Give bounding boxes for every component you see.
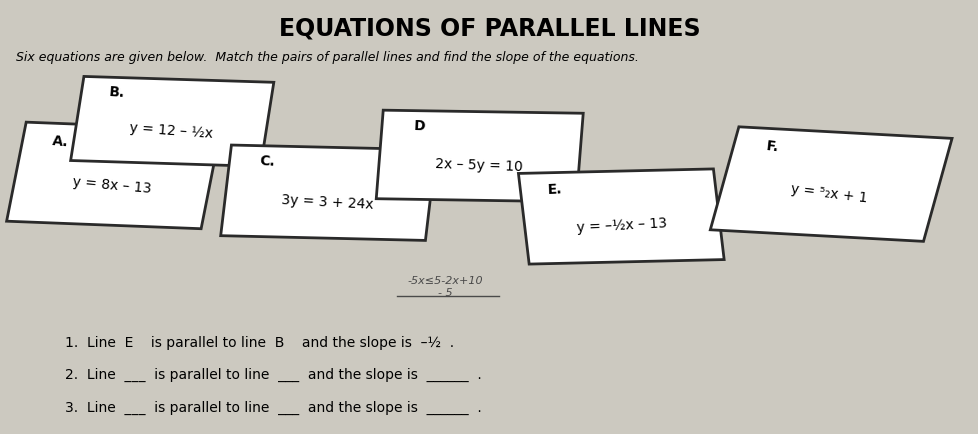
- Text: F.: F.: [765, 138, 778, 154]
- Polygon shape: [376, 111, 583, 202]
- Text: C.: C.: [258, 154, 275, 169]
- Text: 2.  Line  ___  is parallel to line  ___  and the slope is  ______  .: 2. Line ___ is parallel to line ___ and …: [65, 367, 481, 381]
- Text: -5x≤5-2x+10: -5x≤5-2x+10: [408, 276, 483, 286]
- Text: EQUATIONS OF PARALLEL LINES: EQUATIONS OF PARALLEL LINES: [279, 16, 699, 40]
- Text: y = ⁵₂x + 1: y = ⁵₂x + 1: [789, 181, 867, 205]
- Text: Six equations are given below.  Match the pairs of parallel lines and find the s: Six equations are given below. Match the…: [16, 51, 639, 64]
- Polygon shape: [710, 128, 951, 242]
- Polygon shape: [220, 146, 436, 241]
- Text: 3y = 3 + 24x: 3y = 3 + 24x: [281, 193, 374, 211]
- Text: y = –½x – 13: y = –½x – 13: [576, 216, 667, 235]
- Text: 3.  Line  ___  is parallel to line  ___  and the slope is  ______  .: 3. Line ___ is parallel to line ___ and …: [65, 400, 481, 414]
- Text: y = 8x – 13: y = 8x – 13: [72, 174, 152, 195]
- Text: E.: E.: [547, 182, 562, 197]
- Text: 2x – 5y = 10: 2x – 5y = 10: [434, 157, 522, 174]
- Polygon shape: [7, 123, 220, 229]
- Polygon shape: [70, 77, 274, 167]
- Text: D: D: [414, 119, 425, 133]
- Text: - 5: - 5: [438, 287, 453, 297]
- Text: 1.  Line  E    is parallel to line  B    and the slope is  –½  .: 1. Line E is parallel to line B and the …: [65, 335, 454, 349]
- Text: B.: B.: [109, 85, 125, 99]
- Text: y = 12 – ½x: y = 12 – ½x: [128, 121, 213, 141]
- Text: A.: A.: [52, 134, 69, 149]
- Polygon shape: [518, 170, 724, 264]
